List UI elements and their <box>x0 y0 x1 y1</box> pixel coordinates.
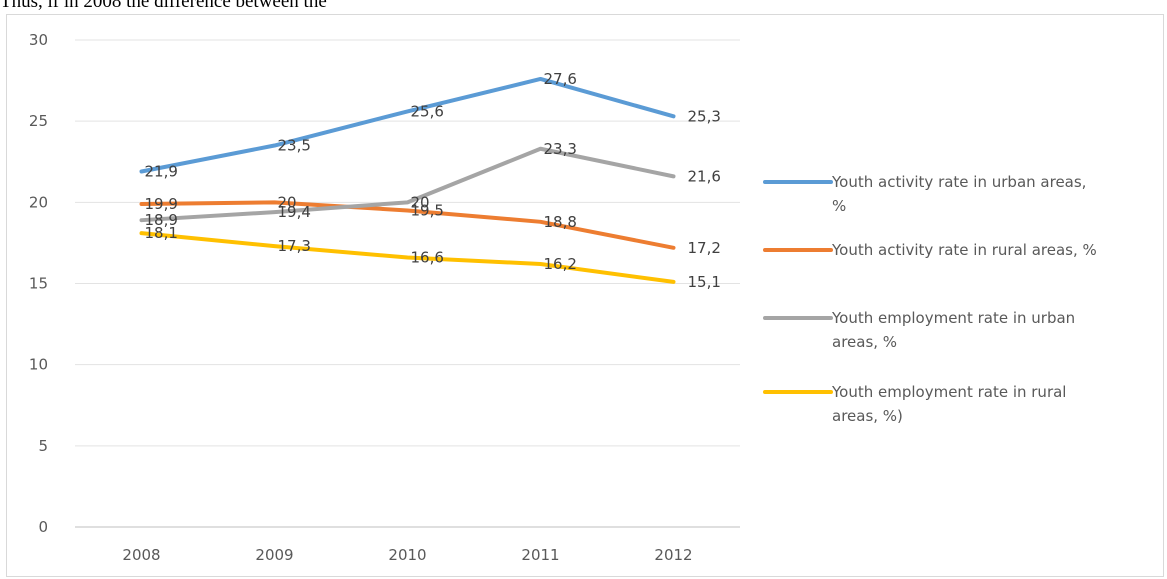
chart-frame <box>6 14 1164 577</box>
y-tick-label: 10 <box>29 356 48 374</box>
data-label: 18,8 <box>544 213 577 231</box>
data-label: 25,6 <box>411 102 444 120</box>
data-label: 20 <box>278 193 297 211</box>
data-label: 17,3 <box>278 237 311 255</box>
data-label: 23,3 <box>544 140 577 158</box>
data-label: 16,6 <box>411 249 444 267</box>
legend-entry-label: Youth activity rate in rural areas, % <box>831 241 1097 259</box>
series-line <box>139 146 676 223</box>
legend-entry-label: Youth employment rate in urban <box>831 309 1075 327</box>
legend-entry-label: % <box>832 197 846 215</box>
x-axis-ticks: 2008 2009 2010 2011 2012 <box>122 546 692 564</box>
legend-entry-label: Youth employment rate in rural <box>831 383 1066 401</box>
legend-entry-label: Youth activity rate in urban areas, <box>831 173 1086 191</box>
x-tick-label: 2009 <box>255 546 293 564</box>
x-tick-label: 2012 <box>654 546 692 564</box>
x-tick-label: 2008 <box>122 546 160 564</box>
data-label: 18,1 <box>145 224 178 242</box>
data-label: 21,9 <box>145 162 178 180</box>
legend-entry-label: areas, % <box>832 333 897 351</box>
data-label: 19,5 <box>411 201 444 219</box>
data-label: 21,6 <box>688 167 721 185</box>
y-axis-ticks: 0 5 10 15 20 25 30 <box>29 31 48 536</box>
document-text-fragment: Thus, if in 2008 the difference between … <box>0 0 327 12</box>
data-label: 18,9 <box>145 211 178 229</box>
legend: Youth activity rate in urban areas,% Yout… <box>763 173 1097 425</box>
y-tick-label: 15 <box>29 275 48 293</box>
x-tick-label: 2010 <box>388 546 426 564</box>
y-tick-label: 20 <box>29 193 48 211</box>
series-line <box>139 200 676 250</box>
y-tick-label: 25 <box>29 112 48 130</box>
data-label: 19,9 <box>145 195 178 213</box>
data-label: 20 <box>411 193 430 211</box>
data-label: 27,6 <box>544 70 577 88</box>
series-line <box>139 231 676 284</box>
data-label: 19,4 <box>278 203 311 221</box>
data-label: 15,1 <box>688 273 721 291</box>
data-labels: 21,923,525,627,625,319,9 20 19,518,817,218… <box>145 70 721 291</box>
data-label: 23,5 <box>278 137 311 155</box>
y-tick-label: 30 <box>29 31 48 49</box>
y-tick-label: 0 <box>38 518 48 536</box>
data-label: 25,3 <box>688 107 721 125</box>
y-tick-label: 5 <box>38 437 48 455</box>
x-tick-label: 2011 <box>521 546 559 564</box>
data-label: 16,2 <box>544 255 577 273</box>
series-line <box>139 76 676 174</box>
legend-entry-label: areas, %) <box>832 407 903 425</box>
data-label: 17,2 <box>688 239 721 257</box>
series-lines <box>139 76 676 284</box>
